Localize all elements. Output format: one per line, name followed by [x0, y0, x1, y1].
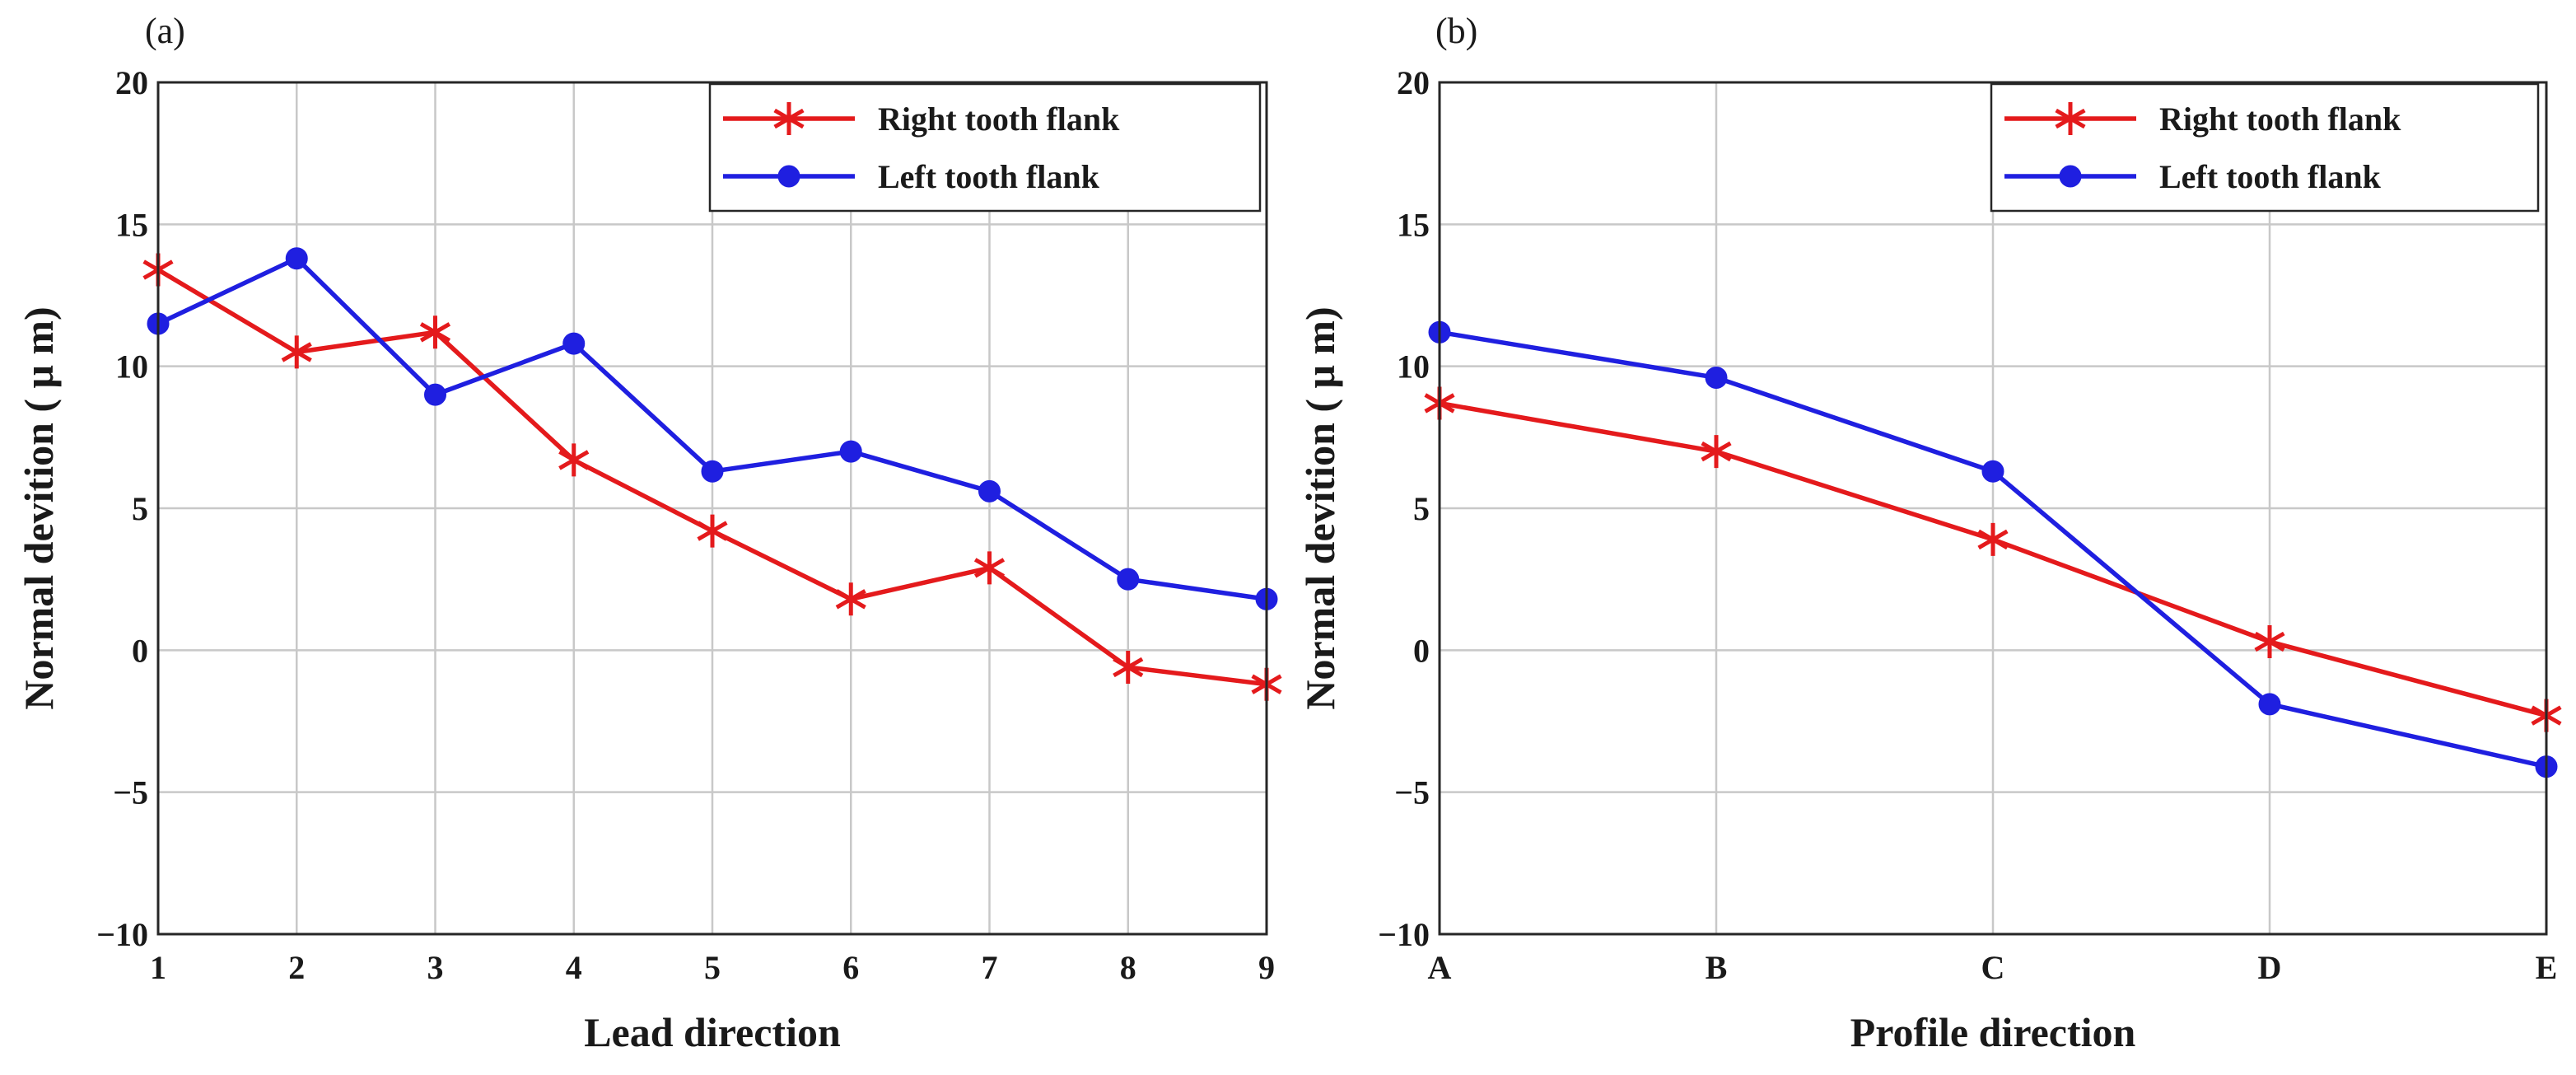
circle-marker	[2059, 165, 2082, 188]
data-point-star	[2254, 624, 2285, 658]
plot-frame	[156, 81, 1268, 936]
data-point-circle	[285, 247, 308, 270]
data-point-circle	[1705, 366, 1728, 389]
legend-label-left: Left tooth flank	[878, 158, 1100, 195]
legend: Right tooth flank Left tooth flank	[708, 82, 1262, 213]
y-tick-label: 10	[115, 348, 148, 386]
x-tick-label: 1	[150, 949, 166, 986]
legend-label-right: Right tooth flank	[2159, 100, 2401, 138]
panel-label: (b)	[1435, 11, 1477, 51]
grid	[156, 81, 1268, 936]
data-point-circle	[839, 440, 862, 463]
y-tick-label: 0	[1413, 632, 1430, 669]
data-point-star	[1701, 435, 1732, 469]
x-axis-label: Lead direction	[584, 1009, 841, 1055]
data-point-star	[1113, 651, 1144, 685]
y-tick-label: 10	[1397, 348, 1430, 386]
x-tick-label: C	[1981, 949, 2005, 986]
legend-entry-right-tooth-flank: Right tooth flank	[2004, 100, 2401, 138]
y-tick-label: 20	[1397, 64, 1430, 101]
data-point-star	[419, 315, 451, 349]
data-point-star	[973, 551, 1006, 585]
y-tick-label: 5	[132, 490, 148, 527]
x-tick-label: D	[2258, 949, 2282, 986]
x-tick-labels: 1 2 3 4 5 6 7 8 9	[150, 949, 1275, 986]
data-point-circle	[424, 383, 446, 406]
y-tick-label: −5	[1394, 774, 1430, 811]
data-point-circle	[978, 479, 1001, 502]
chart-panel-b: (b) −10 −5 0 5 10 15 20 A B C D E Profile directio…	[1297, 11, 2562, 1055]
y-axis-label: Normal devition ( μ m)	[16, 306, 62, 709]
panel-label: (a)	[145, 11, 185, 51]
data-point-circle	[1981, 460, 2004, 483]
y-tick-label: 5	[1413, 490, 1430, 527]
data-point-star	[558, 443, 590, 477]
chart-panel-a: (a) −10 −5 0 5 10 15 20 1 2 3 4 5 6 7 8 9 Lead directi…	[16, 11, 1282, 1055]
x-tick-label: 5	[704, 949, 721, 986]
data-point-circle	[2258, 693, 2281, 716]
y-tick-labels: −10 −5 0 5 10 15 20	[1378, 64, 1430, 953]
x-tick-label: 7	[982, 949, 998, 986]
y-tick-label: −10	[1378, 916, 1430, 953]
x-tick-label: E	[2536, 949, 2558, 986]
y-tick-label: 15	[115, 206, 148, 243]
circle-marker	[777, 165, 800, 188]
x-tick-label: 9	[1258, 949, 1275, 986]
x-tick-label: 4	[566, 949, 582, 986]
legend-marker-circle-icon	[777, 165, 800, 188]
x-tick-labels: A B C D E	[1428, 949, 2558, 986]
star-marker	[773, 102, 805, 135]
y-tick-label: −5	[113, 774, 148, 811]
star-marker	[2055, 102, 2086, 135]
legend: Right tooth flank Left tooth flank	[1990, 82, 2540, 213]
x-tick-label: 2	[288, 949, 305, 986]
x-tick-label: B	[1706, 949, 1728, 986]
plot-frame	[1438, 81, 2548, 936]
legend-entry-left-tooth-flank: Left tooth flank	[2004, 158, 2382, 195]
data-point-star	[697, 514, 728, 548]
data-point-circle	[701, 460, 724, 483]
series-layer	[142, 247, 1282, 701]
legend-entry-left-tooth-flank: Left tooth flank	[723, 158, 1100, 195]
legend-marker-star-icon	[2055, 102, 2086, 135]
x-tick-label: A	[1428, 949, 1452, 986]
y-tick-label: 0	[132, 632, 148, 669]
data-point-circle	[1117, 568, 1140, 591]
x-tick-label: 6	[842, 949, 859, 986]
x-axis-label: Profile direction	[1850, 1009, 2136, 1055]
y-tick-label: −10	[96, 916, 148, 953]
legend-box	[1990, 82, 2540, 213]
y-tick-label: 15	[1397, 206, 1430, 243]
data-point-star	[281, 335, 312, 369]
data-point-star	[1977, 522, 2009, 556]
legend-entry-right-tooth-flank: Right tooth flank	[723, 100, 1120, 138]
legend-marker-star-icon	[773, 102, 805, 135]
legend-marker-circle-icon	[2059, 165, 2082, 188]
x-tick-label: 8	[1120, 949, 1136, 986]
y-tick-labels: −10 −5 0 5 10 15 20	[96, 64, 148, 953]
data-point-star	[835, 582, 866, 616]
x-tick-label: 3	[427, 949, 444, 986]
y-axis-label: Normal devition ( μ m)	[1297, 306, 1343, 709]
data-point-circle	[562, 332, 586, 355]
legend-box	[708, 82, 1262, 213]
y-tick-label: 20	[115, 64, 148, 101]
legend-label-right: Right tooth flank	[878, 100, 1120, 138]
legend-label-left: Left tooth flank	[2159, 158, 2382, 195]
